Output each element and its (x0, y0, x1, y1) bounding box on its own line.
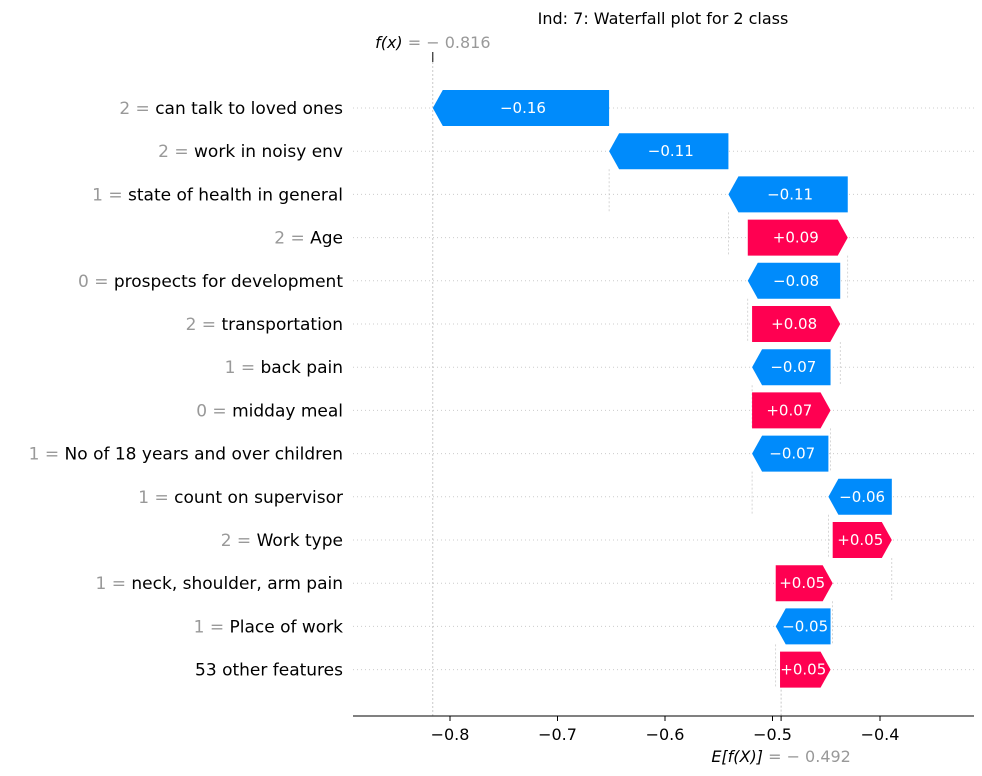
feature-value: 0 = (196, 401, 232, 421)
negative-bar (752, 349, 831, 386)
feature-value: 1 = (96, 574, 132, 594)
feature-value: 2 = (158, 142, 194, 162)
bar-value-label: +0.07 (766, 401, 812, 419)
reference-lines (432, 52, 893, 716)
positive-bar (752, 392, 831, 429)
bar-value-label: −0.05 (782, 617, 828, 635)
positive-bar (752, 306, 841, 342)
negative-bar (609, 133, 729, 170)
feature-label: 1 = No of 18 years and over children (29, 445, 343, 465)
negative-bar (728, 176, 848, 213)
bar-value-label: +0.08 (771, 315, 817, 333)
x-axis: −0.8 −0.7 −0.6 −0.5 −0.4 (353, 715, 974, 744)
feature-name: can talk to loved ones (155, 99, 343, 119)
feature-label: 2 = can talk to loved ones (119, 99, 343, 119)
feature-label: 53 other features (195, 661, 343, 681)
fx-value: = − 0.816 (403, 33, 491, 52)
feature-label: 1 = count on supervisor (138, 488, 343, 508)
feature-name: state of health in general (128, 185, 343, 205)
feature-label: 2 = Age (274, 229, 343, 249)
bar-value-label: +0.09 (773, 229, 819, 247)
negative-bar (828, 478, 892, 515)
feature-value: 2 = (119, 99, 155, 119)
feature-value: 1 = (138, 488, 174, 508)
feature-label: 0 = prospects for development (78, 272, 343, 292)
bar-value-label: −0.07 (769, 445, 815, 463)
feature-value: 1 = (29, 445, 65, 465)
fx-annotation: f(x) = − 0.816 (375, 33, 490, 52)
negative-bar (432, 90, 610, 126)
feature-label: 2 = Work type (221, 531, 343, 551)
feature-name: transportation (221, 315, 343, 335)
bar-value-label: −0.16 (500, 99, 546, 117)
feature-label: 0 = midday meal (196, 401, 343, 421)
feature-name: No of 18 years and over children (65, 445, 343, 465)
grid-lines (353, 107, 974, 671)
feature-value: 0 = (78, 272, 114, 292)
feature-name: back pain (260, 358, 343, 378)
fx-label: f(x) (375, 33, 403, 52)
bar-value-label: −0.11 (648, 142, 694, 160)
feature-name: prospects for development (114, 272, 343, 292)
feature-value: 2 = (186, 315, 222, 335)
x-tick-label: −0.8 (431, 725, 470, 744)
x-tick-label: −0.4 (861, 725, 900, 744)
feature-label: 2 = transportation (186, 315, 343, 335)
x-tick-label: −0.5 (753, 725, 792, 744)
positive-bar (832, 522, 892, 558)
feature-name: work in noisy env (194, 142, 343, 162)
feature-name: neck, shoulder, arm pain (131, 574, 343, 594)
positive-bar (775, 565, 833, 602)
x-tick-label: −0.6 (646, 725, 685, 744)
base-label: E[f(X)] (711, 747, 763, 766)
bar-value-label: −0.07 (770, 358, 816, 376)
feature-value: 1 = (92, 185, 128, 205)
negative-bar (747, 262, 841, 299)
feature-name: Work type (257, 531, 343, 551)
bars: −0.16 −0.11 −0.11 +0.09 −0.08 +0.08 −0.07 +0.07… (432, 90, 892, 688)
base-value: = − 0.492 (763, 747, 851, 766)
feature-name: Place of work (229, 617, 343, 637)
feature-label: 1 = neck, shoulder, arm pain (96, 574, 343, 594)
feature-value: 2 = (221, 531, 257, 551)
positive-bar (780, 651, 831, 688)
feature-value: 2 = (274, 229, 310, 249)
bar-value-label: −0.08 (773, 272, 819, 290)
chart-title: Ind: 7: Waterfall plot for 2 class (538, 9, 789, 28)
feature-name: Age (310, 229, 343, 249)
feature-name: count on supervisor (174, 488, 343, 508)
feature-label: 1 = Place of work (194, 617, 344, 637)
bar-value-label: −0.11 (767, 185, 813, 203)
positive-bar (747, 219, 848, 256)
base-annotation: E[f(X)] = − 0.492 (711, 747, 851, 766)
bar-value-label: +0.05 (837, 531, 883, 549)
feature-name: midday meal (232, 401, 343, 421)
feature-label: 1 = state of health in general (92, 185, 343, 205)
negative-bar (752, 435, 829, 472)
annotations: f(x) = − 0.816 E[f(X)] = − 0.492 (375, 33, 851, 766)
feature-value: 1 = (194, 617, 230, 637)
feature-value: 1 = (225, 358, 261, 378)
feature-name: 53 other features (195, 661, 343, 681)
bar-value-label: +0.05 (780, 661, 826, 679)
bar-value-label: −0.06 (839, 488, 885, 506)
feature-label: 1 = back pain (225, 358, 343, 378)
negative-bar (775, 608, 831, 645)
bar-value-label: +0.05 (779, 574, 825, 592)
x-tick-label: −0.7 (538, 725, 577, 744)
feature-label: 2 = work in noisy env (158, 142, 343, 162)
